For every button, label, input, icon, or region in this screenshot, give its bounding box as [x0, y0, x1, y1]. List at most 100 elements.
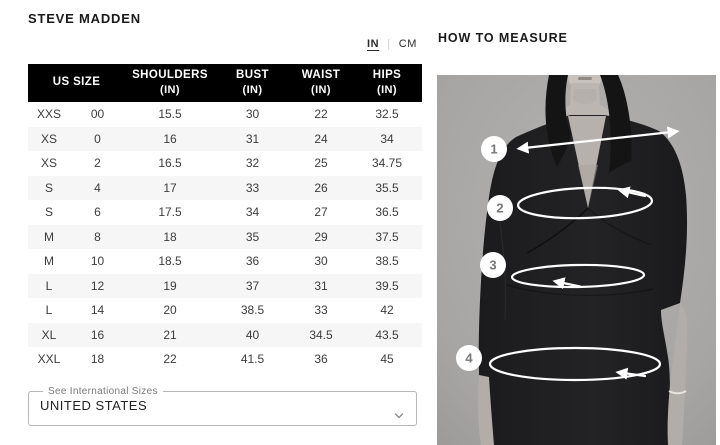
size-cell: 22: [163, 352, 177, 367]
measure-point-3: 3: [480, 252, 506, 278]
size-cell: 29: [314, 229, 328, 244]
size-cell: 2: [94, 156, 101, 171]
measure-point-4: 4: [456, 345, 482, 371]
table-row: XXS 00 15.5 30 22 32.5: [28, 102, 422, 127]
svg-text:4: 4: [465, 351, 473, 366]
size-cell: 12: [90, 278, 105, 293]
model-figure: [477, 75, 688, 445]
size-cell: 40: [245, 327, 260, 342]
size-cell: 32: [245, 156, 260, 171]
svg-text:3: 3: [489, 258, 496, 273]
size-cell: 10: [90, 254, 105, 269]
size-cell: 33: [314, 303, 328, 318]
size-cell: 26: [314, 180, 328, 195]
size-cell: 16.5: [158, 156, 182, 171]
size-cell: 6: [94, 205, 101, 220]
size-cell: 0: [94, 131, 101, 146]
selected-country-value: UNITED STATES: [40, 398, 148, 413]
size-cell: 42: [380, 303, 394, 318]
column-label: HIPS: [372, 68, 402, 81]
size-cell: 34.5: [309, 327, 333, 342]
size-cell: 17: [163, 180, 177, 195]
measure-point-2: 2: [487, 195, 513, 221]
size-cell: S: [44, 180, 53, 195]
bust-ellipse: [516, 186, 654, 220]
column-label: SHOULDERS: [132, 68, 208, 81]
size-cell: M: [44, 229, 54, 244]
column-header-waist: WAIST (IN): [290, 64, 352, 102]
size-cell: 33: [245, 180, 260, 195]
size-cell: 34: [380, 131, 394, 146]
size-cell: 35: [245, 229, 260, 244]
column-unit: (IN): [242, 84, 263, 97]
measure-point-1: 1: [481, 136, 507, 162]
size-cell: 14: [90, 303, 105, 318]
size-cell: S: [44, 205, 53, 220]
size-cell: 18: [163, 229, 177, 244]
table-row: M 8 18 35 29 37.5: [28, 224, 422, 249]
size-cell: 22: [314, 107, 328, 122]
table-row: S 4 17 33 26 35.5: [28, 175, 422, 200]
table-row: XS 2 16.5 32 25 34.75: [28, 151, 422, 176]
column-label: BUST: [236, 68, 269, 81]
size-cell: 8: [94, 229, 101, 244]
page-title: STEVE MADDEN: [28, 11, 141, 26]
size-cell: 30: [314, 254, 328, 269]
column-unit: (IN): [311, 84, 331, 97]
measurement-annotations: 1 2 3 4: [456, 126, 680, 382]
chevron-down-icon: [394, 413, 404, 419]
size-cell: 43.5: [375, 327, 399, 342]
size-cell: 41.5: [240, 352, 265, 367]
size-cell: 34.75: [371, 156, 403, 171]
size-cell: 37.5: [375, 229, 399, 244]
measurement-figure: 1 2 3 4: [437, 75, 716, 445]
size-cell: 36.5: [375, 205, 399, 220]
column-header-bust: BUST (IN): [215, 64, 290, 102]
international-sizes-label: See International Sizes: [48, 386, 158, 397]
table-row: XS 0 16 31 24 34: [28, 126, 422, 151]
size-cell: 21: [163, 327, 177, 342]
table-row: XXL 18 22 41.5 36 45: [28, 347, 422, 372]
size-cell: 36: [314, 352, 328, 367]
size-cell: 38.5: [375, 254, 399, 269]
unit-divider: |: [387, 38, 391, 50]
size-table-body: XXS 00 15.5 30 22 32.5 XS 0 16 31 24 34 XS 2 16.5 32 25 3…: [28, 102, 422, 372]
size-cell: XL: [41, 327, 57, 342]
unit-in-button[interactable]: IN: [367, 38, 380, 50]
svg-text:2: 2: [496, 201, 503, 216]
size-cell: 30: [245, 107, 260, 122]
size-cell: 24: [314, 131, 328, 146]
column-header-us-size: US SIZE: [28, 64, 125, 102]
hips-ellipse: [488, 346, 662, 382]
size-cell: 34: [245, 205, 260, 220]
size-cell: 17.5: [158, 205, 182, 220]
size-cell: XXL: [37, 352, 61, 367]
size-cell: XXS: [36, 107, 61, 122]
size-cell: 16: [90, 327, 105, 342]
size-cell: 38.5: [240, 303, 265, 318]
table-row: M 10 18.5 36 30 38.5: [28, 249, 422, 274]
size-cell: XS: [40, 156, 57, 171]
table-row: XL 16 21 40 34.5 43.5: [28, 322, 422, 347]
column-label: WAIST: [301, 68, 341, 81]
international-sizes-select[interactable]: See International Sizes UNITED STATES: [28, 386, 417, 426]
size-cell: 20: [163, 303, 177, 318]
size-cell: M: [44, 254, 54, 269]
column-unit: (IN): [160, 84, 180, 97]
size-cell: 18.5: [158, 254, 182, 269]
unit-cm-button[interactable]: CM: [398, 38, 417, 50]
size-cell: 27: [314, 205, 328, 220]
size-cell: 37: [245, 278, 260, 293]
svg-text:1: 1: [490, 142, 497, 157]
size-cell: 4: [94, 180, 101, 195]
size-cell: 15.5: [158, 107, 182, 122]
how-to-measure-title: HOW TO MEASURE: [438, 31, 568, 45]
size-cell: 39.5: [375, 278, 399, 293]
size-cell: L: [45, 303, 53, 318]
size-cell: 36: [245, 254, 260, 269]
size-cell: 25: [314, 156, 328, 171]
size-cell: 31: [245, 131, 260, 146]
table-row: S 6 17.5 34 27 36.5: [28, 200, 422, 225]
size-cell: 32.5: [375, 107, 399, 122]
size-cell: 18: [90, 352, 105, 367]
